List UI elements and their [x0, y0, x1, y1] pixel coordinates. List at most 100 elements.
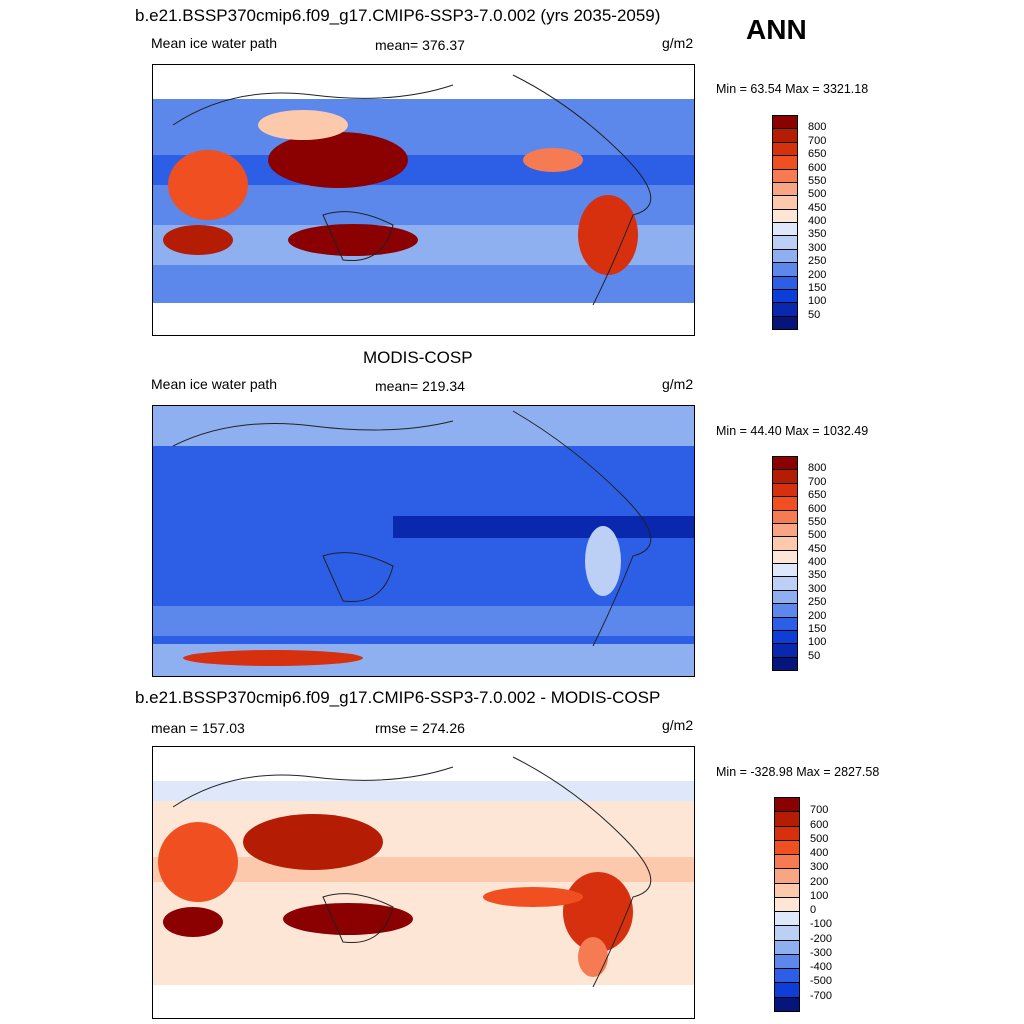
colorbar-swatch	[774, 854, 800, 870]
colorbar-tick-label: 550	[808, 515, 827, 528]
panel3-coastlines	[172, 756, 652, 988]
colorbar-tick-label: 0	[810, 904, 817, 917]
colorbar-swatch	[774, 811, 800, 827]
colorbar-swatch	[774, 996, 800, 1012]
colorbar-swatch	[774, 839, 800, 856]
colorbar-tick-label: -200	[810, 932, 833, 945]
colorbar-tick-label: 400	[810, 847, 829, 860]
colorbar-tick-label: 200	[810, 875, 829, 888]
panel2-map	[152, 405, 695, 677]
colorbar-swatch	[774, 882, 800, 898]
panel3-hotspot-africa-south	[163, 907, 223, 937]
colorbar-swatch	[772, 509, 798, 524]
panel2-title: MODIS-COSP	[363, 348, 473, 367]
colorbar-swatch	[774, 939, 800, 955]
panel3-field-band	[153, 781, 694, 801]
colorbar-swatch	[772, 235, 798, 250]
panel1-map	[152, 64, 695, 336]
panel2-hotspot-antarctic	[183, 650, 363, 666]
panel1-title: b.e21.BSSP370cmip6.f09_g17.CMIP6-SSP3-7.…	[135, 6, 661, 25]
panel1-minmax-label: Min = 63.54 Max = 3321.18	[716, 82, 869, 96]
colorbar-tick-label: 100	[808, 295, 827, 308]
colorbar-tick-label: 100	[808, 636, 827, 649]
panel2-hotspot-andes	[585, 526, 621, 596]
panel1-hotspot-tibet	[258, 110, 348, 140]
panel3-mean-label: mean = 157.03	[151, 720, 245, 736]
colorbar-swatch	[772, 128, 798, 143]
colorbar-tick-label: 400	[808, 556, 827, 568]
colorbar-swatch	[772, 456, 798, 471]
colorbar-tick-label: 150	[808, 281, 827, 294]
colorbar-swatch	[772, 222, 798, 237]
panel1-colorbar: 800 700 650 600 550 500 450 400 350 300 250 200 150 1…	[772, 115, 882, 330]
panel1-mean-label: mean= 376.37	[375, 37, 465, 53]
colorbar-swatch	[772, 589, 798, 605]
colorbar-tick-label: 350	[808, 569, 827, 582]
colorbar-tick-label: 350	[808, 228, 827, 241]
colorbar-swatch	[772, 522, 798, 538]
colorbar-tick-label: -500	[810, 975, 833, 988]
panel2-coastlines	[172, 410, 652, 647]
colorbar-tick-label: 50	[808, 308, 821, 321]
colorbar-swatch	[774, 953, 800, 970]
panel1-coastlines	[172, 74, 652, 306]
colorbar-tick-label: 450	[808, 201, 827, 214]
colorbar-swatch	[772, 469, 798, 484]
colorbar-tick-label: 50	[808, 649, 821, 662]
colorbar-swatch	[772, 208, 798, 223]
colorbar-tick-label: -700	[810, 989, 833, 1002]
panel3-hotspot-africa	[158, 822, 238, 902]
colorbar-swatch	[772, 656, 798, 671]
colorbar-swatch	[772, 616, 798, 631]
panel3-rmse-label: rmse = 274.26	[375, 720, 465, 736]
panel3-hotspot-tropics	[483, 887, 583, 907]
colorbar-tick-label: 200	[808, 609, 827, 622]
panel1-units-label: g/m2	[662, 35, 694, 51]
panel3-hotspot-samerica	[563, 872, 633, 952]
colorbar-swatch	[774, 925, 800, 941]
colorbar-swatch	[772, 288, 798, 304]
colorbar-swatch	[772, 262, 798, 277]
panel3-map	[152, 746, 695, 1019]
colorbar-swatch	[772, 248, 798, 264]
colorbar-tick-label: 650	[808, 148, 827, 161]
colorbar-tick-label: 300	[810, 861, 829, 874]
colorbar-tick-label: -100	[810, 918, 833, 931]
panel2-field-band-north	[153, 406, 694, 446]
colorbar-swatch	[774, 797, 800, 813]
colorbar-tick-label: 700	[808, 134, 827, 147]
panel2-mean-label: mean= 219.34	[375, 378, 465, 394]
colorbar-tick-label: 200	[808, 268, 827, 281]
colorbar-swatch	[772, 603, 798, 618]
colorbar-swatch	[772, 482, 798, 498]
colorbar-swatch	[772, 643, 798, 658]
colorbar-tick-label: -300	[810, 946, 833, 959]
colorbar-tick-label: 300	[808, 241, 827, 254]
colorbar-swatch	[772, 181, 798, 197]
panel2-minmax-label: Min = 44.40 Max = 1032.49	[716, 424, 869, 438]
colorbar-swatch	[772, 275, 798, 290]
panel3-minmax-label: Min = -328.98 Max = 2827.58	[716, 765, 880, 779]
panel1-hotspot-maritime	[268, 132, 408, 188]
colorbar-swatch	[774, 825, 800, 841]
colorbar-tick-label: 600	[808, 502, 827, 515]
colorbar-swatch	[772, 536, 798, 551]
panel2-variable-label: Mean ice water path	[151, 376, 278, 392]
colorbar-swatch	[772, 315, 798, 330]
panel1-variable-label: Mean ice water path	[151, 35, 278, 51]
colorbar-swatch	[774, 968, 800, 984]
colorbar-swatch	[772, 115, 798, 130]
colorbar-tick-label: -400	[810, 961, 833, 974]
panel3-colorbar: 700 600 500 400 300 200 100 0 -100 -200 -300 -400 -5…	[774, 797, 884, 1012]
panel1-hotspot-australia	[288, 224, 418, 256]
colorbar-tick-label: 700	[810, 804, 829, 817]
colorbar-swatch	[772, 141, 798, 157]
panel2-units-label: g/m2	[662, 376, 694, 392]
panel2-colorbar: 800 700 650 600 550 500 450 400 350 300 250 200 150 1…	[772, 456, 882, 671]
panel3-hotspot-patagonia	[578, 937, 608, 977]
colorbar-tick-label: 800	[808, 121, 827, 134]
panel1-hotspot-africa-south	[163, 225, 233, 255]
colorbar-swatch	[774, 896, 800, 913]
colorbar-swatch	[772, 168, 798, 183]
colorbar-swatch	[774, 911, 800, 927]
